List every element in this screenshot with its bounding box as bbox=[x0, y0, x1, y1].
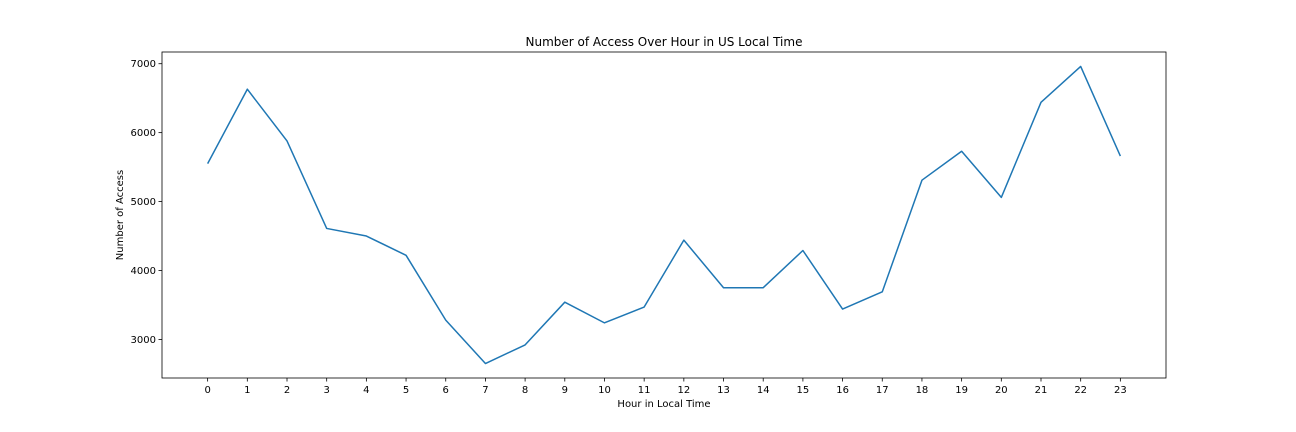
plot-area-frame bbox=[161, 51, 1167, 379]
data-point bbox=[324, 226, 328, 230]
data-point bbox=[285, 139, 289, 143]
data-point bbox=[364, 234, 368, 238]
x-tick-label: 10 bbox=[598, 385, 611, 396]
x-tick-label: 8 bbox=[522, 385, 528, 396]
x-tick-label: 3 bbox=[324, 385, 330, 396]
series-layer bbox=[205, 64, 1122, 365]
x-tick-label: 11 bbox=[638, 385, 651, 396]
x-tick-label: 14 bbox=[757, 385, 770, 396]
x-tick-label: 15 bbox=[797, 385, 810, 396]
data-point bbox=[880, 290, 884, 294]
x-tick-label: 18 bbox=[916, 385, 929, 396]
x-tick-label: 23 bbox=[1114, 385, 1127, 396]
x-tick-label: 22 bbox=[1074, 385, 1087, 396]
data-point bbox=[205, 161, 209, 165]
data-point bbox=[840, 307, 844, 311]
x-tick-label: 1 bbox=[244, 385, 250, 396]
data-point bbox=[404, 253, 408, 257]
x-tick-label: 7 bbox=[482, 385, 488, 396]
y-tick-label: 7000 bbox=[131, 59, 156, 70]
data-point bbox=[642, 305, 646, 309]
data-point bbox=[920, 178, 924, 182]
x-tick-label: 13 bbox=[717, 385, 730, 396]
x-tick-label: 19 bbox=[955, 385, 968, 396]
data-point bbox=[682, 238, 686, 242]
data-point bbox=[1118, 154, 1122, 158]
y-tick-label: 6000 bbox=[131, 128, 156, 139]
y-tick-label: 5000 bbox=[131, 197, 156, 208]
x-tick-label: 12 bbox=[677, 385, 690, 396]
x-axis: 0 1 2 3 4 5 6 7 8 9 10 11 12 13 14 15 16 17 18 19 20 21 22 23 bbox=[204, 378, 1127, 396]
x-tick-label: 17 bbox=[876, 385, 889, 396]
x-tick-label: 21 bbox=[1035, 385, 1048, 396]
y-axis-label: Number of Access bbox=[115, 170, 126, 260]
data-point bbox=[483, 361, 487, 365]
y-tick-label: 4000 bbox=[131, 266, 156, 277]
x-tick-label: 4 bbox=[363, 385, 369, 396]
x-tick-label: 2 bbox=[284, 385, 290, 396]
x-tick-label: 9 bbox=[562, 385, 568, 396]
data-point bbox=[444, 318, 448, 322]
data-point bbox=[602, 321, 606, 325]
data-point bbox=[959, 149, 963, 153]
data-point bbox=[245, 87, 249, 91]
y-tick-label: 3000 bbox=[131, 335, 156, 346]
x-tick-label: 16 bbox=[836, 385, 849, 396]
data-point bbox=[761, 286, 765, 290]
data-point bbox=[563, 300, 567, 304]
series-line bbox=[206, 65, 1122, 365]
data-point bbox=[1039, 100, 1043, 104]
data-point bbox=[801, 248, 805, 252]
x-tick-label: 20 bbox=[995, 385, 1008, 396]
x-axis-label: Hour in Local Time bbox=[617, 399, 710, 410]
x-tick-label: 6 bbox=[443, 385, 449, 396]
data-point bbox=[523, 343, 527, 347]
chart-title: Number of Access Over Hour in US Local T… bbox=[526, 35, 803, 49]
y-axis: 3000 4000 5000 6000 7000 bbox=[131, 59, 162, 346]
x-tick-label: 5 bbox=[403, 385, 409, 396]
data-point bbox=[999, 195, 1003, 199]
x-tick-label: 0 bbox=[204, 385, 210, 396]
data-point bbox=[1078, 64, 1082, 68]
data-point bbox=[721, 286, 725, 290]
